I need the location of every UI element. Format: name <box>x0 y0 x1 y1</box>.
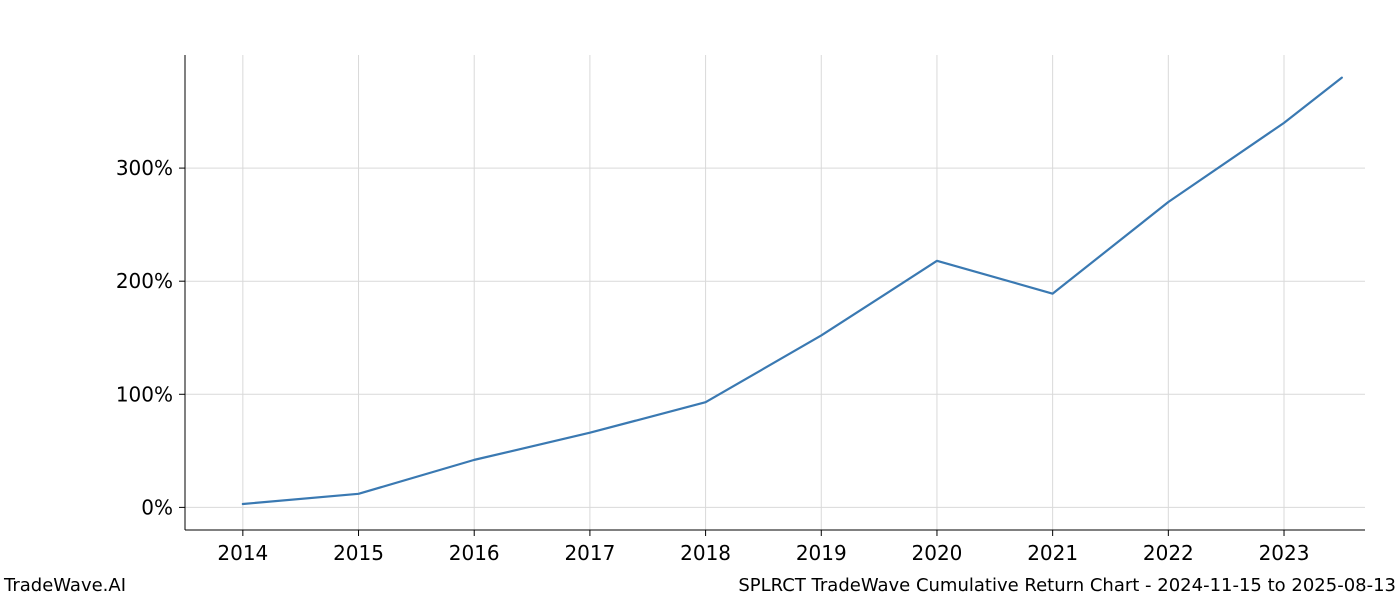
chart-background <box>0 0 1400 600</box>
x-tick-label: 2022 <box>1143 541 1194 565</box>
y-tick-label: 100% <box>116 382 173 406</box>
x-tick-label: 2018 <box>680 541 731 565</box>
y-tick-label: 200% <box>116 269 173 293</box>
footer-brand: TradeWave.AI <box>4 575 126 596</box>
x-tick-label: 2020 <box>912 541 963 565</box>
x-tick-label: 2021 <box>1027 541 1078 565</box>
x-tick-label: 2023 <box>1259 541 1310 565</box>
y-tick-label: 300% <box>116 156 173 180</box>
cumulative-return-chart: 2014 2015 2016 2017 2018 2019 2020 2021 2022 2023… <box>0 0 1400 600</box>
y-tick-label: 0% <box>141 495 173 519</box>
x-tick-label: 2014 <box>217 541 268 565</box>
x-tick-label: 2016 <box>449 541 500 565</box>
chart-svg: 2014 2015 2016 2017 2018 2019 2020 2021 2022 2023… <box>0 0 1400 600</box>
footer-caption: SPLRCT TradeWave Cumulative Return Chart… <box>738 575 1396 596</box>
x-tick-label: 2019 <box>796 541 847 565</box>
x-tick-label: 2015 <box>333 541 384 565</box>
x-tick-label: 2017 <box>564 541 615 565</box>
